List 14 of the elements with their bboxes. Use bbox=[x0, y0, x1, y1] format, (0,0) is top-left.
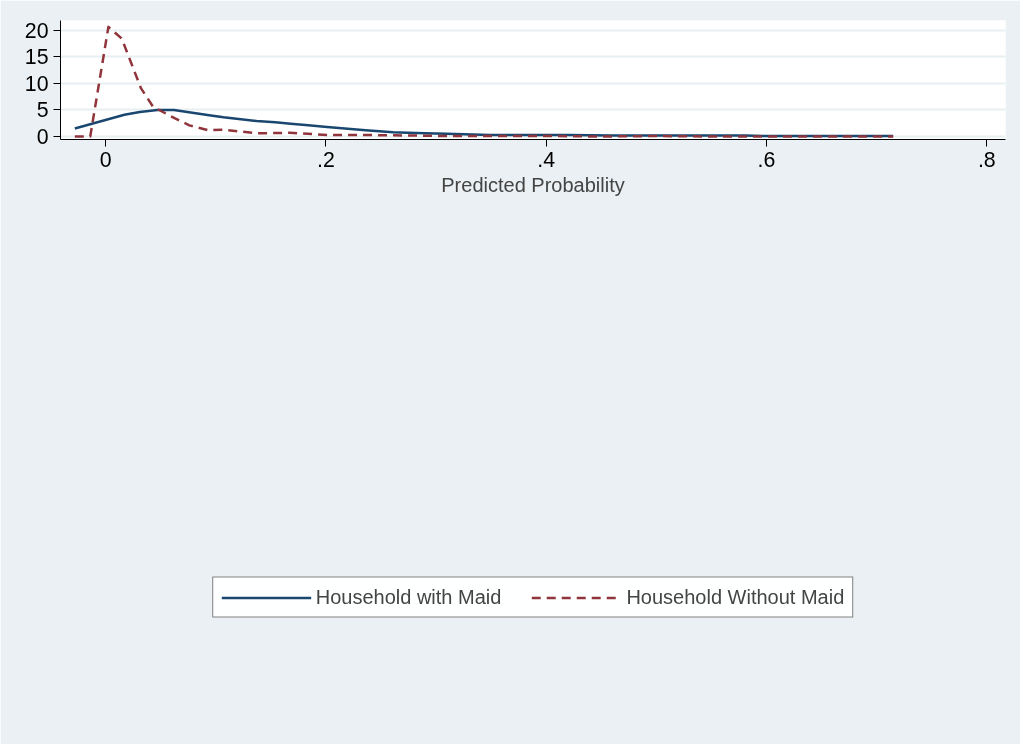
x-axis-title: Predicted Probability bbox=[441, 173, 625, 196]
y-tick-label: 5 bbox=[36, 98, 49, 123]
legend-label: Household with Maid bbox=[315, 585, 502, 609]
y-tick-label: 15 bbox=[24, 45, 49, 70]
y-tick-label: 0 bbox=[36, 125, 49, 150]
x-tick-label: .4 bbox=[537, 147, 556, 172]
line-series bbox=[73, 25, 895, 138]
legend-label: Household Without Maid bbox=[626, 585, 845, 609]
y-tick-label: 10 bbox=[24, 71, 49, 96]
x-tick-label: 0 bbox=[99, 147, 112, 172]
x-tick-label: .6 bbox=[757, 147, 776, 172]
x-tick-label: .8 bbox=[977, 147, 996, 172]
x-tick-label: .2 bbox=[317, 147, 335, 172]
y-tick-label: 20 bbox=[24, 18, 49, 43]
